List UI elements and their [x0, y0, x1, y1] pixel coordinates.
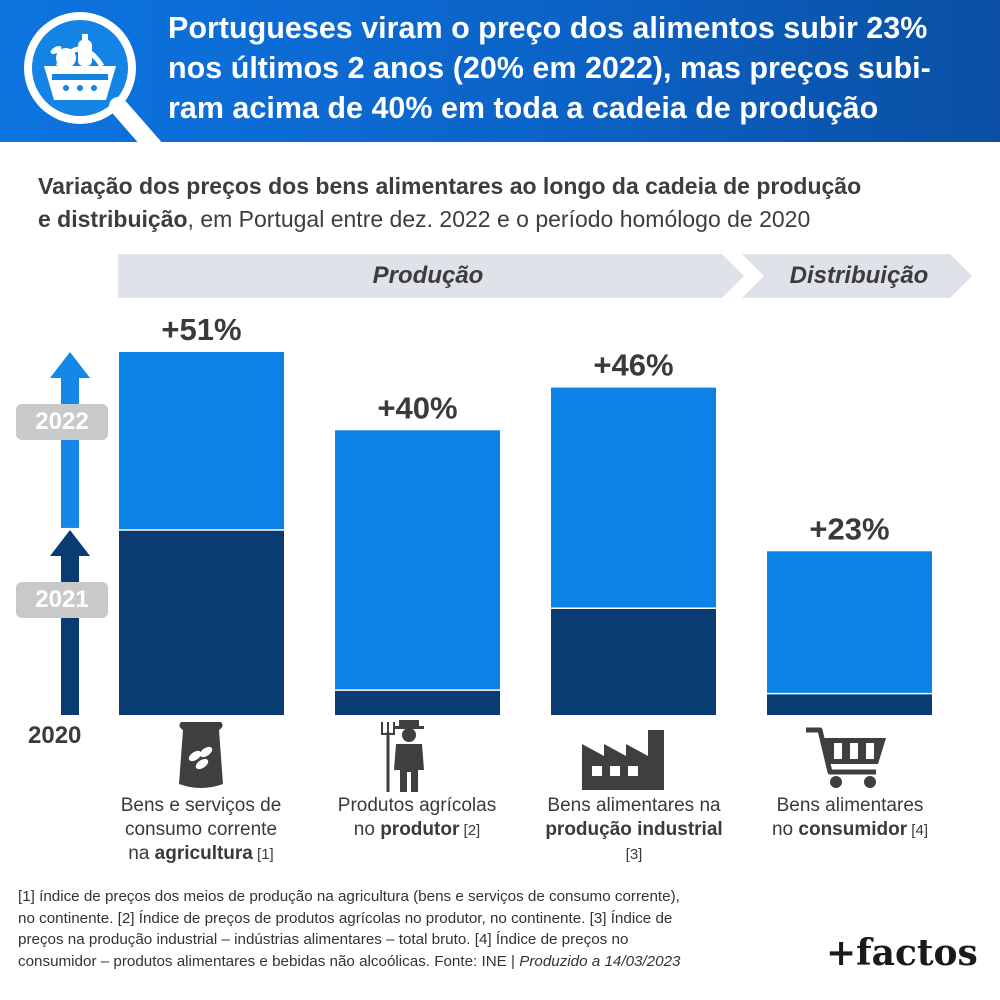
brand-logo: +factos	[826, 932, 978, 974]
chart-subtitle: Variação dos preços dos bens alimentares…	[38, 170, 978, 236]
farmer-pitchfork-icon	[381, 720, 424, 792]
cat3-line-1: Bens alimentares	[776, 795, 924, 816]
category-icons-group	[179, 720, 886, 792]
value-label-1: +40%	[377, 390, 457, 425]
magnifier-food-basket-icon	[24, 12, 169, 163]
subtitle-line-1: Variação dos preços dos bens alimentares…	[38, 170, 978, 203]
cat0-bold: agricultura	[154, 843, 253, 864]
cat2-line-2: produção industrial	[524, 818, 744, 842]
bar-2022-2	[551, 387, 716, 609]
phase-production-arrow	[118, 254, 744, 298]
year-tag-2022: 2022	[16, 404, 108, 440]
header-banner: Portugueses viram o preço dos alimentos …	[0, 0, 1000, 142]
category-label-agriculture: Bens e serviços de consumo corrente na a…	[91, 794, 311, 867]
footnote: [1] índice de preços dos meios de produç…	[18, 886, 818, 972]
phase-distribution-arrow	[742, 254, 972, 298]
bars-group	[119, 352, 932, 715]
subtitle-rest: , em Portugal entre dez. 2022 e o períod…	[187, 206, 811, 232]
cat1-line-1: Produtos agrícolas	[337, 795, 497, 816]
shopping-cart-icon	[806, 727, 886, 788]
footnote-line-3: preços na produção industrial – indústri…	[18, 931, 629, 948]
factory-icon	[582, 730, 664, 790]
cat0-line-1: Bens e serviços de	[120, 795, 282, 816]
bar-2022-0	[119, 352, 284, 530]
value-label-2: +46%	[593, 348, 673, 383]
year-tag-2021: 2021	[16, 582, 108, 618]
cat3-ref: [4]	[907, 822, 928, 839]
subtitle-bold-2: e distribuição	[38, 206, 188, 232]
cat2-bold: produção industrial	[545, 819, 723, 840]
cat3-bold: consumidor	[798, 819, 908, 840]
cat2-line-1: Bens alimentares na	[547, 795, 721, 816]
cat0-pre: na	[128, 843, 155, 864]
value-labels-group: +51% +40% +46% +23%	[161, 312, 889, 546]
bar-2022-1	[335, 430, 500, 691]
cat3-pre: no	[771, 819, 799, 840]
phase-banners	[118, 254, 972, 298]
bar-2022-3	[767, 551, 932, 694]
cat0-line-3: na agricultura [1]	[91, 842, 311, 867]
cat0-ref: [1]	[252, 846, 274, 863]
arrow-2021-head	[50, 529, 90, 556]
footnote-source: consumidor – produtos alimentares e bebi…	[18, 952, 520, 970]
year-label-2020: 2020	[28, 722, 82, 749]
cat2-line-3: [3]	[524, 842, 744, 867]
value-label-3: +23%	[809, 511, 889, 546]
arrow-2021-shaft	[61, 551, 79, 715]
headline-line-3: ram acima de 40% em toda a cadeia de pro…	[168, 91, 879, 125]
cat1-line-2: no produtor [2]	[307, 818, 527, 843]
category-label-producer: Produtos agrícolas no produtor [2]	[307, 794, 527, 843]
bar-2021-3	[767, 693, 932, 715]
category-label-consumer: Bens alimentares no consumidor [4]	[740, 794, 960, 843]
cat2-ref: [3]	[625, 846, 643, 863]
phase-production-label: Produção	[372, 262, 484, 289]
arrow-2022-shaft	[61, 374, 79, 528]
footnote-line-1: [1] índice de preços dos meios de produç…	[18, 888, 680, 905]
footnote-line-2: no continente. [2] Índice de preços de p…	[18, 909, 673, 927]
phase-distribution-label: Distribuição	[789, 262, 929, 289]
fertilizer-bag-icon	[179, 722, 223, 788]
value-label-0: +51%	[161, 312, 241, 347]
footnote-line-4: consumidor – produtos alimentares e bebi…	[18, 951, 818, 973]
subtitle-line-2: e distribuição, em Portugal entre dez. 2…	[38, 203, 978, 236]
category-label-industry: Bens alimentares na produção industrial …	[524, 794, 744, 867]
footnote-produced: Produzido a 14/03/2023	[519, 952, 681, 970]
cat1-pre: no	[353, 819, 381, 840]
arrow-2022-head	[50, 352, 90, 378]
cat1-bold: produtor	[380, 819, 460, 840]
bar-2021-2	[551, 608, 716, 715]
bar-2021-1	[335, 690, 500, 715]
headline: Portugueses viram o preço dos alimentos …	[168, 8, 988, 128]
subtitle-bold-1: Variação dos preços dos bens alimentares…	[38, 173, 862, 199]
headline-line-2: nos últimos 2 anos (20% em 2022), mas pr…	[168, 51, 931, 85]
cat3-line-2: no consumidor [4]	[740, 818, 960, 843]
cat1-ref: [2]	[459, 822, 481, 839]
bar-2021-0	[119, 529, 284, 715]
cat0-line-2: consumo corrente	[124, 819, 278, 840]
headline-line-1: Portugueses viram o preço dos alimentos …	[168, 11, 928, 45]
